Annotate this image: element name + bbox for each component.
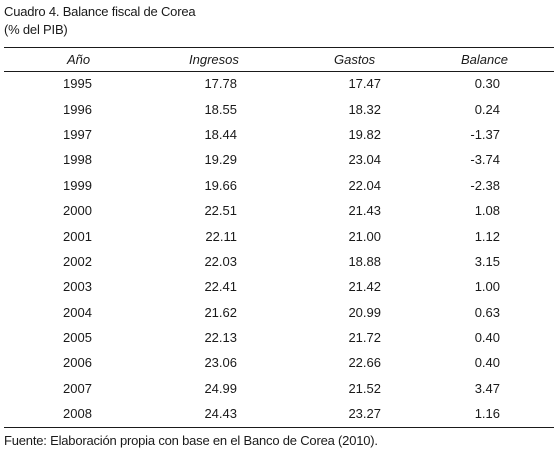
table-row: 2008 24.43 23.27 1.16 (4, 401, 554, 426)
cell-revenue: 24.43 (204, 406, 237, 422)
cell-year: 1997 (63, 126, 92, 142)
fiscal-balance-table: Año Ingresos Gastos Balance 1995 17.78 17.… (4, 47, 554, 426)
table-row: 1996 18.55 18.32 0.24 (4, 96, 554, 121)
table-row: 1997 18.44 19.82 -1.37 (4, 122, 554, 147)
cell-expenditure: 18.88 (348, 253, 381, 269)
cell-expenditure: 23.04 (348, 152, 381, 168)
cell-year: 2000 (63, 203, 92, 219)
cell-revenue: 22.11 (205, 228, 237, 244)
cell-balance: 1.00 (474, 279, 500, 295)
cell-revenue: 23.06 (204, 355, 237, 371)
cell-expenditure: 22.04 (348, 177, 381, 193)
cell-revenue: 22.51 (204, 203, 237, 219)
cell-balance: 1.08 (474, 203, 500, 219)
cell-balance: 0.63 (474, 304, 500, 320)
cell-expenditure: 17.47 (348, 76, 381, 92)
cell-year: 1998 (63, 152, 92, 168)
cell-year: 1999 (63, 177, 92, 193)
cell-revenue: 19.66 (204, 177, 237, 193)
cell-balance: 0.24 (474, 101, 500, 117)
cell-balance: 3.15 (474, 253, 500, 269)
cell-revenue: 17.78 (204, 76, 237, 92)
cell-expenditure: 21.43 (348, 203, 381, 219)
table-header-row: Año Ingresos Gastos Balance (4, 47, 554, 71)
source-note: Fuente: Elaboración propia con base en e… (4, 433, 378, 448)
cell-balance: 0.30 (474, 76, 500, 92)
cell-revenue: 22.13 (204, 330, 237, 346)
table-subtitle: (% del PIB) (4, 22, 68, 37)
cell-year: 2007 (63, 380, 92, 396)
cell-revenue: 22.03 (204, 253, 237, 269)
cell-expenditure: 21.42 (348, 279, 381, 295)
cell-revenue: 21.62 (204, 304, 237, 320)
cell-balance: -3.74 (470, 152, 500, 168)
table-row: 2004 21.62 20.99 0.63 (4, 300, 554, 325)
cell-balance: 3.47 (474, 380, 500, 396)
cell-balance: 0.40 (474, 330, 500, 346)
column-header-expenditure: Gastos (334, 51, 376, 67)
cell-year: 2003 (63, 279, 92, 295)
cell-balance: 0.40 (474, 355, 500, 371)
cell-expenditure: 21.72 (348, 330, 381, 346)
table-row: 2007 24.99 21.52 3.47 (4, 376, 554, 401)
top-rule (4, 47, 554, 48)
column-header-year: Año (67, 51, 91, 67)
cell-expenditure: 20.99 (348, 304, 381, 320)
cell-year: 2001 (63, 228, 92, 244)
cell-year: 1995 (63, 76, 92, 92)
cell-year: 2006 (63, 355, 92, 371)
table-row: 2001 22.11 21.00 1.12 (4, 223, 554, 248)
table-row: 1998 19.29 23.04 -3.74 (4, 147, 554, 172)
column-header-balance: Balance (461, 51, 508, 67)
header-rule (4, 71, 554, 72)
table-row: 2006 23.06 22.66 0.40 (4, 350, 554, 375)
table-row: 2003 22.41 21.42 1.00 (4, 274, 554, 299)
cell-year: 2004 (63, 304, 92, 320)
table-row: 1999 19.66 22.04 -2.38 (4, 173, 554, 198)
cell-revenue: 18.55 (204, 101, 237, 117)
cell-balance: -1.37 (470, 126, 500, 142)
cell-balance: 1.16 (474, 406, 500, 422)
table-row: 2002 22.03 18.88 3.15 (4, 249, 554, 274)
table-title: Cuadro 4. Balance fiscal de Corea (4, 4, 196, 19)
cell-expenditure: 19.82 (348, 126, 381, 142)
cell-expenditure: 21.00 (348, 228, 381, 244)
cell-revenue: 22.41 (204, 279, 237, 295)
table-row: 1995 17.78 17.47 0.30 (4, 71, 554, 96)
table-row: 2000 22.51 21.43 1.08 (4, 198, 554, 223)
cell-revenue: 18.44 (204, 126, 237, 142)
cell-year: 2008 (63, 406, 92, 422)
cell-year: 2002 (63, 253, 92, 269)
cell-year: 1996 (63, 101, 92, 117)
cell-expenditure: 21.52 (348, 380, 381, 396)
cell-expenditure: 23.27 (348, 406, 381, 422)
cell-balance: -2.38 (470, 177, 500, 193)
column-header-revenue: Ingresos (189, 51, 239, 67)
cell-expenditure: 22.66 (348, 355, 381, 371)
table-row: 2005 22.13 21.72 0.40 (4, 325, 554, 350)
cell-revenue: 19.29 (204, 152, 237, 168)
cell-expenditure: 18.32 (348, 101, 381, 117)
cell-year: 2005 (63, 330, 92, 346)
bottom-rule (4, 427, 554, 428)
cell-revenue: 24.99 (204, 380, 237, 396)
cell-balance: 1.12 (474, 228, 500, 244)
